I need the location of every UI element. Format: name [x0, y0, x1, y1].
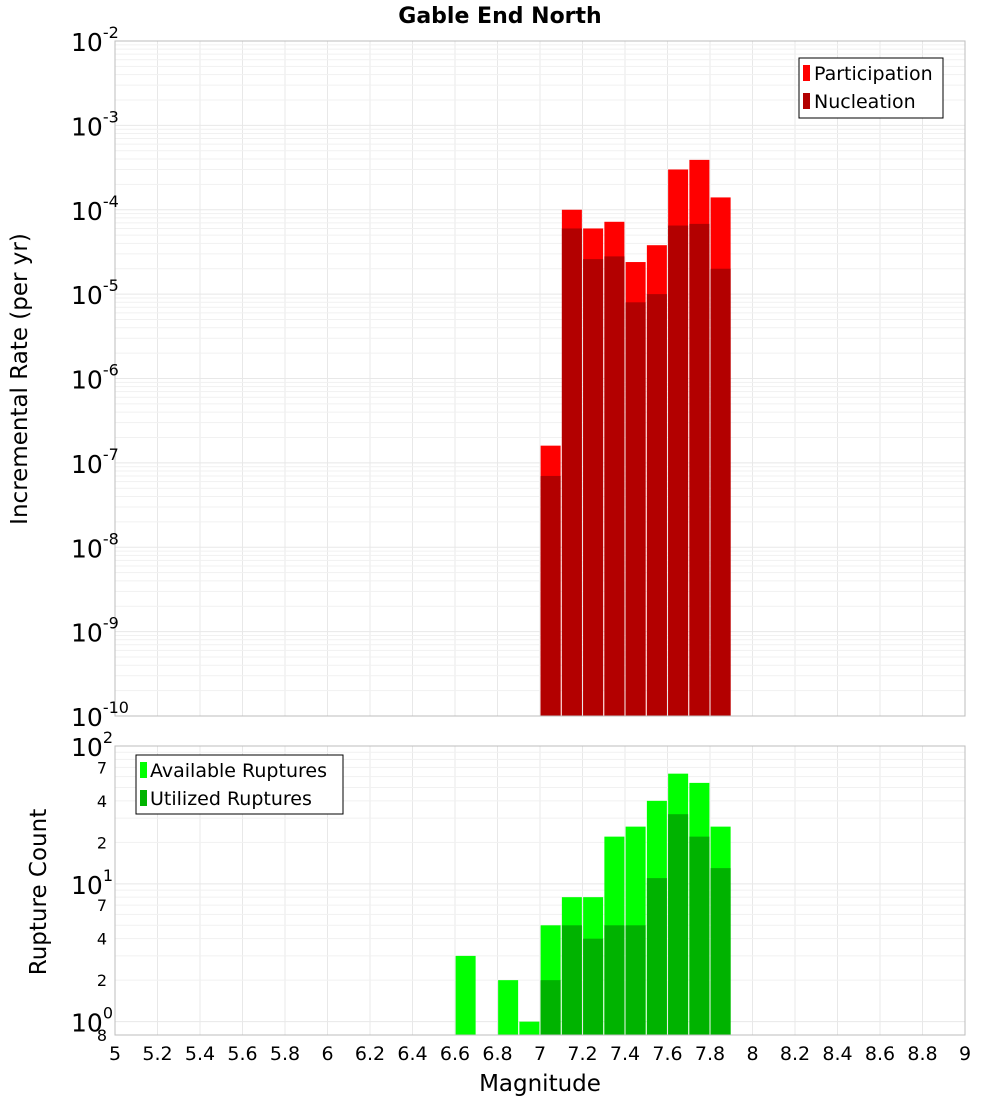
nucleation-bar — [689, 223, 710, 716]
legend-label-participation: Participation — [814, 63, 933, 85]
magnitude-x-tick-label: 9 — [959, 1043, 971, 1065]
count-y-tick-label: 102 — [71, 728, 113, 762]
rate-y-tick-label: 10-3 — [71, 107, 119, 141]
magnitude-x-tick-label: 6.4 — [397, 1043, 427, 1065]
count-plot-bars — [455, 773, 731, 1035]
magnitude-x-tick-label: 7.4 — [610, 1043, 640, 1065]
available-ruptures-bar — [519, 1021, 540, 1035]
count-y-tick-label: 4 — [97, 792, 107, 811]
rate-y-tick-label: 10-8 — [71, 529, 119, 563]
magnitude-x-tick-label: 6.2 — [355, 1043, 385, 1065]
rate-y-tick-label: 10-7 — [71, 445, 119, 479]
magnitude-x-tick-label: 5.4 — [185, 1043, 215, 1065]
magnitude-x-ticks: 5 5.2 5.4 5.6 5.8 6 6.2 6.4 6.6 6.8 7 7.2 7.4 7.6 7.8 8… — [109, 1043, 971, 1065]
utilized-ruptures-bar — [710, 868, 731, 1035]
utilized-ruptures-bar — [625, 925, 646, 1035]
magnitude-x-tick-label: 5.8 — [270, 1043, 300, 1065]
legend-swatch-nucleation — [803, 93, 810, 109]
count-y-tick-label: 7 — [97, 758, 107, 777]
utilized-ruptures-bar — [540, 980, 561, 1035]
legend-swatch-utilized-ruptures — [140, 790, 147, 806]
available-ruptures-bar — [498, 980, 519, 1035]
rate-plot: 10-2 10-3 10-4 10-5 10-6 10-7 10-8 10-9 10-10 In… — [7, 23, 966, 732]
rate-y-tick-label: 10-9 — [71, 614, 119, 648]
count-y-tick-label: 100 — [71, 1004, 113, 1038]
nucleation-bar — [625, 302, 646, 716]
magnitude-x-tick-label: 8.2 — [780, 1043, 810, 1065]
count-y-tick-label: 4 — [97, 930, 107, 949]
magnitude-x-axis-title: Magnitude — [479, 1071, 601, 1097]
count-y-axis-title: Rupture Count — [26, 809, 52, 975]
rate-legend: Participation Nucleation — [798, 57, 944, 119]
nucleation-bar — [646, 294, 667, 716]
chart-title: Gable End North — [398, 4, 601, 29]
available-ruptures-bar — [455, 955, 476, 1035]
rate-y-tick-label: 10-2 — [71, 23, 119, 57]
magnitude-x-tick-label: 5.6 — [227, 1043, 257, 1065]
legend-label-available-ruptures: Available Ruptures — [150, 760, 327, 782]
magnitude-x-tick-label: 7.6 — [652, 1043, 682, 1065]
magnitude-x-tick-label: 5 — [109, 1043, 121, 1065]
legend-label-utilized-ruptures: Utilized Ruptures — [150, 788, 312, 810]
magnitude-x-tick-label: 7.8 — [695, 1043, 725, 1065]
magnitude-x-tick-label: 6.8 — [482, 1043, 512, 1065]
magnitude-x-tick-label: 6 — [321, 1043, 333, 1065]
utilized-ruptures-bar — [668, 814, 689, 1035]
magnitude-x-tick-label: 8.4 — [822, 1043, 852, 1065]
magnitude-x-tick-label: 7 — [534, 1043, 546, 1065]
count-legend: Available Ruptures Utilized Ruptures — [135, 754, 344, 815]
utilized-ruptures-bar — [583, 938, 604, 1035]
count-y-tick-label: 8 — [97, 1026, 107, 1045]
magnitude-x-tick-label: 6.6 — [440, 1043, 470, 1065]
nucleation-bar — [540, 475, 561, 716]
rate-y-axis-title: Incremental Rate (per yr) — [7, 233, 33, 525]
rate-plot-frame — [114, 40, 966, 717]
rate-plot-bars — [540, 159, 731, 717]
rate-y-tick-label: 10-5 — [71, 276, 119, 310]
count-plot-frame — [114, 745, 966, 1036]
legend-swatch-participation — [803, 65, 810, 81]
magnitude-x-tick-label: 7.2 — [567, 1043, 597, 1065]
count-legend-box — [135, 754, 344, 815]
count-y-tick-label: 2 — [97, 971, 107, 990]
magnitude-x-tick-label: 8.6 — [865, 1043, 895, 1065]
nucleation-bar — [668, 225, 689, 716]
utilized-ruptures-bar — [646, 878, 667, 1035]
legend-swatch-available-ruptures — [140, 762, 147, 778]
count-y-tick-label: 101 — [71, 866, 113, 900]
rate-plot-y-ticks: 10-2 10-3 10-4 10-5 10-6 10-7 10-8 10-9 10-10 — [71, 23, 129, 732]
rate-legend-box — [798, 57, 944, 119]
nucleation-bar — [604, 256, 625, 716]
legend-label-nucleation: Nucleation — [814, 91, 916, 113]
nucleation-bar — [710, 268, 731, 716]
nucleation-bar — [583, 259, 604, 716]
count-y-tick-label: 2 — [97, 833, 107, 852]
magnitude-x-tick-label: 5.2 — [142, 1043, 172, 1065]
utilized-ruptures-bar — [604, 925, 625, 1035]
count-y-tick-label: 7 — [97, 896, 107, 915]
rate-plot-grid — [114, 41, 966, 717]
utilized-ruptures-bar — [561, 925, 582, 1035]
utilized-ruptures-bar — [689, 836, 710, 1035]
rate-y-tick-label: 10-10 — [71, 698, 129, 732]
magnitude-x-tick-label: 8 — [746, 1043, 758, 1065]
rate-y-tick-label: 10-4 — [71, 192, 119, 226]
rate-y-tick-label: 10-6 — [71, 361, 119, 395]
nucleation-bar — [561, 228, 582, 716]
magnitude-x-tick-label: 8.8 — [907, 1043, 937, 1065]
